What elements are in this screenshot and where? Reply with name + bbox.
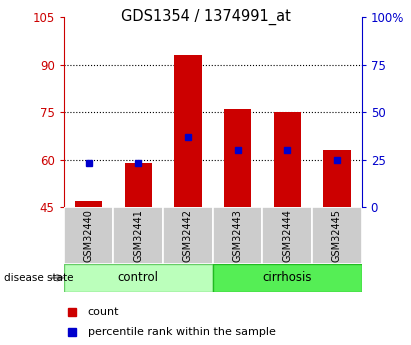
Text: GSM32442: GSM32442	[183, 209, 193, 262]
Bar	[174, 55, 201, 207]
Text: GSM32440: GSM32440	[83, 209, 94, 262]
Text: GDS1354 / 1374991_at: GDS1354 / 1374991_at	[120, 9, 291, 25]
Bar	[312, 207, 362, 264]
Text: control: control	[118, 271, 159, 284]
Bar	[113, 207, 163, 264]
Bar	[213, 207, 262, 264]
Text: cirrhosis: cirrhosis	[263, 271, 312, 284]
Bar	[262, 207, 312, 264]
Bar	[274, 112, 301, 207]
Bar	[224, 109, 251, 207]
Bar	[213, 264, 362, 292]
Text: GSM32441: GSM32441	[133, 209, 143, 262]
Text: GSM32444: GSM32444	[282, 209, 292, 262]
Text: disease state: disease state	[4, 273, 74, 283]
Text: percentile rank within the sample: percentile rank within the sample	[88, 327, 276, 337]
Bar	[64, 264, 213, 292]
Bar	[75, 201, 102, 207]
Bar	[64, 207, 113, 264]
Bar	[125, 163, 152, 207]
Bar	[323, 150, 351, 207]
Text: GSM32443: GSM32443	[233, 209, 242, 262]
Text: count: count	[88, 307, 119, 317]
Bar	[163, 207, 213, 264]
Text: GSM32445: GSM32445	[332, 209, 342, 262]
